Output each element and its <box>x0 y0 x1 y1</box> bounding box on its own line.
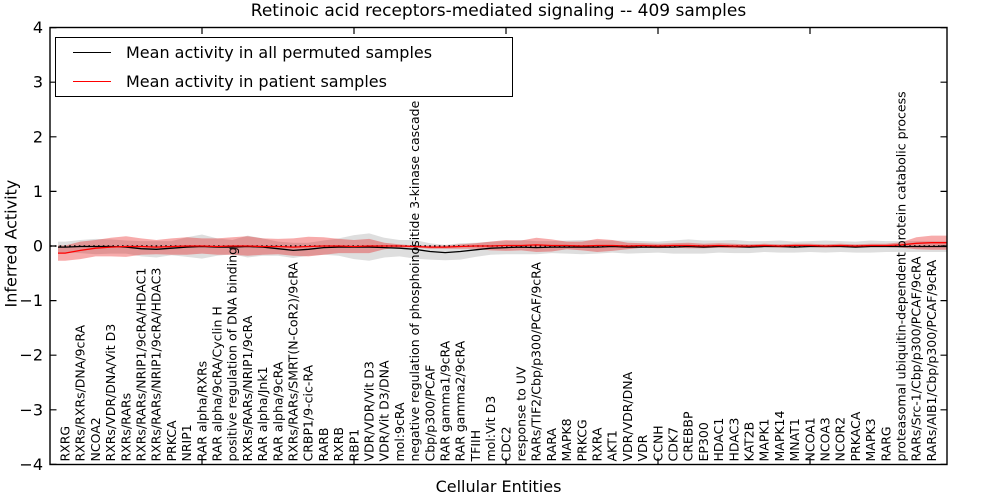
x-tick-label: MAPK8 <box>559 418 574 461</box>
x-tick-label: VDR/VDR/DNA <box>620 371 635 461</box>
legend-item-permuted: Mean activity in all permuted samples <box>56 39 512 67</box>
x-tick-label: MAPK14 <box>772 410 787 461</box>
x-tick-label: response to UV <box>514 366 529 461</box>
x-tick-label: CREBBP <box>681 411 696 461</box>
x-tick-label: RAR alpha/9cRA/Cyclin H <box>210 306 225 461</box>
x-tick-label: RAR gamma1/9cRA <box>438 340 453 461</box>
x-tick-label: RXRA <box>590 427 605 461</box>
x-tick-label: RXRB <box>331 427 346 462</box>
x-tick-label: NRIP1 <box>179 424 194 461</box>
x-tick-label: VDR/VDR/Vit D3 <box>362 361 377 461</box>
x-tick-label: TFIIH <box>468 430 483 463</box>
x-tick-label: VDR <box>635 434 650 461</box>
x-tick-label: CDC2 <box>498 426 513 461</box>
y-tick-label: −3 <box>19 400 43 419</box>
x-tick-label: PRKCA <box>164 420 179 461</box>
x-tick-label: NCOA1 <box>802 417 817 461</box>
x-tick-label: RXRs/RARs/NRIP1/9cRA/HDAC3 <box>149 268 164 462</box>
y-tick-label: −2 <box>19 346 43 365</box>
x-tick-label: AKT1 <box>605 430 620 461</box>
x-tick-label: RAR alpha/Jnk1 <box>255 366 270 461</box>
y-tick-label: 3 <box>33 73 43 92</box>
x-tick-label: CCNH <box>650 425 665 461</box>
y-tick-label: −1 <box>19 291 43 310</box>
x-tick-label: Cbp/p300/PCAF <box>422 365 437 462</box>
legend-label-patient: Mean activity in patient samples <box>126 71 387 91</box>
permuted-std-band <box>58 233 947 261</box>
y-tick-label: 0 <box>33 237 43 256</box>
x-tick-label: positive regulation of DNA binding <box>225 247 240 462</box>
x-tick-label: HDAC1 <box>711 418 726 462</box>
legend-label-permuted: Mean activity in all permuted samples <box>126 43 433 63</box>
x-tick-label: negative regulation of phosphoinositide … <box>407 100 422 461</box>
x-tick-label: RXRs/RXRs/DNA/9cRA <box>73 324 88 461</box>
x-tick-label: RXRs/RARs/SMRT(N-CoR2)/9cRA <box>286 262 301 462</box>
x-tick-label: RXRs/RARs <box>118 393 133 462</box>
x-tick-label: RXRs/VDR/DNA/Vit D3 <box>103 324 118 462</box>
x-tick-label: MAPK1 <box>757 418 772 461</box>
patient-line-icon <box>73 80 111 82</box>
x-tick-label: mol:9cRA <box>392 402 407 462</box>
legend-item-patient: Mean activity in patient samples <box>56 67 512 95</box>
x-tick-label: RAR gamma2/9cRA <box>453 340 468 461</box>
x-tick-label: proteasomal ubiquitin-dependent protein … <box>894 91 909 461</box>
x-axis-label: Cellular Entities <box>435 477 562 496</box>
y-axis-ticks <box>50 27 947 465</box>
x-tick-label: MAPK3 <box>863 418 878 461</box>
x-tick-label: RARs/AIB1/Cbp/p300/PCAF/9cRA <box>924 259 939 461</box>
x-tick-label: RAR alpha/9cRA <box>270 361 285 461</box>
x-tick-label: RARA <box>544 428 559 462</box>
x-tick-label: CDK7 <box>666 427 681 462</box>
x-tick-label: VDR/Vit D3/DNA <box>377 360 392 461</box>
y-tick-label: 1 <box>33 182 43 201</box>
y-tick-label: 4 <box>33 18 43 37</box>
permuted-line-icon <box>73 52 111 54</box>
y-axis-label: Inferred Activity <box>1 179 21 308</box>
chart-title: Retinoic acid receptors-mediated signali… <box>250 1 747 21</box>
x-tick-label: RARB <box>316 428 331 462</box>
x-tick-label: PRKACA <box>848 411 863 461</box>
x-tick-label: RARG <box>878 426 893 461</box>
x-tick-label: KAT2B <box>742 422 757 462</box>
x-tick-label: NCOA3 <box>818 417 833 461</box>
x-tick-label: NCOR2 <box>833 417 848 462</box>
x-tick-label: HDAC3 <box>726 418 741 462</box>
x-tick-label: RXRG <box>58 426 73 462</box>
x-tick-label: RAR alpha/RXRs <box>194 361 209 462</box>
y-tick-label: 2 <box>33 127 43 146</box>
x-tick-label: PRKCG <box>574 419 589 461</box>
y-tick-label: −4 <box>19 455 43 474</box>
x-tick-label: CRBP1/9-cic-RA <box>301 364 316 461</box>
legend: Mean activity in all permuted samples Me… <box>55 37 513 97</box>
x-tick-label: RBP1 <box>346 429 361 462</box>
x-tick-label: NCOA2 <box>88 417 103 461</box>
x-tick-label: EP300 <box>696 422 711 461</box>
patient-mean-line <box>58 242 947 254</box>
x-tick-label: RARs/TIF2/Cbp/p300/PCAF/9cRA <box>529 262 544 462</box>
x-axis-ticks <box>201 27 811 465</box>
x-tick-label: MNAT1 <box>787 418 802 461</box>
x-tick-label: mol:Vit D3 <box>483 396 498 462</box>
x-tick-label: RXRs/RARs/NRIP1/9cRA <box>240 315 255 461</box>
x-tick-label: RXRs/RARs/NRIP1/9cRA/HDAC1 <box>134 268 149 462</box>
x-tick-label: RARs/Src-1/Cbp/p300/PCAF/9cRA <box>909 256 924 462</box>
